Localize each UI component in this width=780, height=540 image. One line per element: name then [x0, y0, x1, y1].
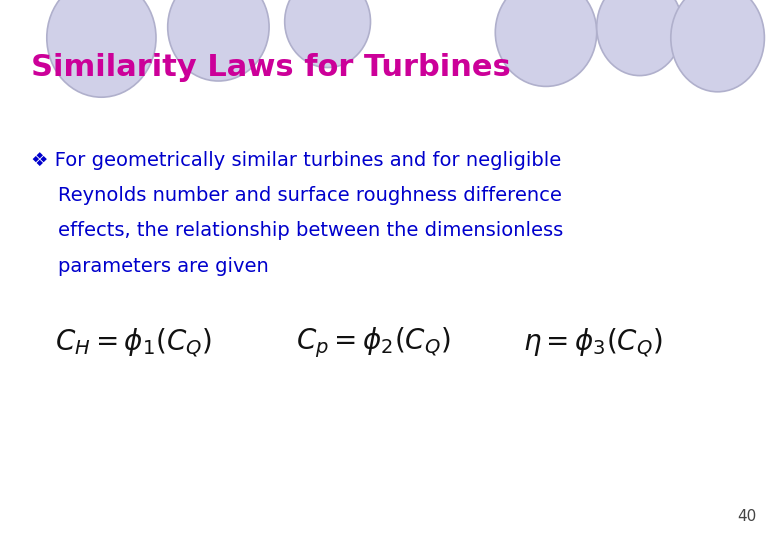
Ellipse shape — [168, 0, 269, 81]
Ellipse shape — [285, 0, 370, 68]
Text: Similarity Laws for Turbines: Similarity Laws for Turbines — [31, 53, 511, 82]
Ellipse shape — [495, 0, 597, 86]
Text: parameters are given: parameters are given — [58, 256, 269, 275]
Text: effects, the relationship between the dimensionless: effects, the relationship between the di… — [58, 221, 564, 240]
Ellipse shape — [597, 0, 682, 76]
Ellipse shape — [671, 0, 764, 92]
Text: $\eta = \phi_3(C_Q)$: $\eta = \phi_3(C_Q)$ — [523, 326, 662, 360]
Text: ❖ For geometrically similar turbines and for negligible: ❖ For geometrically similar turbines and… — [31, 151, 562, 170]
Text: $C_p = \phi_2(C_Q)$: $C_p = \phi_2(C_Q)$ — [296, 326, 451, 360]
Text: 40: 40 — [737, 509, 757, 524]
Text: $C_H = \phi_1(C_Q)$: $C_H = \phi_1(C_Q)$ — [55, 326, 211, 360]
Ellipse shape — [47, 0, 156, 97]
Text: Reynolds number and surface roughness difference: Reynolds number and surface roughness di… — [58, 186, 562, 205]
